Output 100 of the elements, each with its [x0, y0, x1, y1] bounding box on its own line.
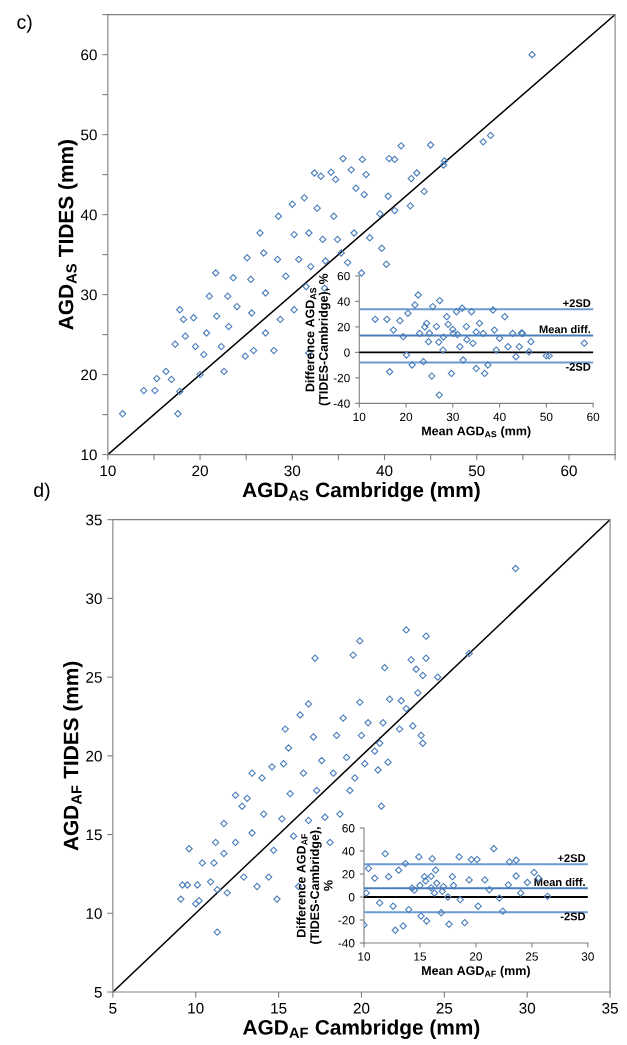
x-tick-label: 10 [100, 465, 116, 477]
x-axis-title: AGD$_{AS}$ Cambridge (mm) [242, 482, 480, 502]
y-tick-label: 20 [81, 369, 97, 381]
point [433, 879, 441, 887]
point [512, 872, 520, 880]
y-tick-label: 35 [86, 514, 102, 526]
point [543, 892, 552, 901]
x-tick-label: 50 [540, 412, 553, 422]
x-tick-label: 20 [192, 465, 208, 477]
y-axis-title: Difference AGD$_{AS}$ (TIDES-Cambridge), % [305, 273, 331, 406]
point [384, 872, 393, 881]
ref-line-label: -2SD [560, 912, 586, 921]
x-tick-label: 10 [188, 1002, 204, 1014]
y-tick-label: 10 [86, 908, 102, 919]
point [512, 856, 520, 864]
y-tick-label: 20 [86, 750, 102, 762]
point [389, 902, 397, 910]
y-tick-label: -40 [338, 939, 355, 948]
y-tick-label: 25 [86, 671, 102, 683]
y-tick-label: -40 [333, 399, 350, 408]
y-tick-label: 30 [81, 289, 97, 301]
ref-line-label: Mean diff. [534, 877, 585, 887]
point [473, 855, 481, 864]
point [430, 889, 439, 897]
point [505, 858, 514, 866]
x-tick-label: 60 [587, 412, 600, 422]
point [422, 917, 431, 925]
x-tick-label: 30 [519, 1002, 536, 1014]
x-axis-title: Mean AGD$_{AF}$ (mm) [422, 965, 530, 978]
point [495, 894, 504, 902]
y-tick-label: 0 [344, 348, 350, 357]
point [375, 899, 384, 907]
x-axis-title: AGD$_{AF}$ Cambridge (mm) [243, 1019, 480, 1039]
y-tick-label: 60 [81, 49, 97, 61]
point [371, 874, 379, 882]
x-tick-label: 30 [284, 465, 301, 477]
point [363, 889, 370, 897]
y-tick-label: -20 [338, 916, 355, 925]
point [391, 926, 400, 934]
y-axis-title: AGD$_{AF}$ TIDES (mm) [63, 661, 83, 851]
x-tick-label: 50 [468, 465, 485, 477]
x-tick-label: 40 [376, 465, 393, 477]
x-tick-label: 20 [353, 1002, 370, 1014]
y-tick-label: 30 [86, 593, 102, 605]
point [516, 889, 525, 897]
point [427, 872, 435, 881]
x-tick-label: 15 [271, 1003, 287, 1014]
chart-title: d) [34, 482, 50, 501]
point [405, 905, 413, 914]
y-tick-label: 15 [86, 829, 102, 841]
ref-line-label: +2SD [563, 299, 591, 308]
y-tick-label: 50 [81, 129, 97, 141]
ref-line-label: +2SD [557, 854, 586, 863]
ref-line-label: -2SD [565, 362, 591, 371]
point [415, 853, 423, 861]
y-axis-title: AGD$_{AS}$ TIDES (mm) [58, 140, 78, 330]
x-tick-label: 35 [602, 1002, 618, 1014]
point [456, 895, 464, 904]
y-tick-label: 40 [342, 847, 355, 856]
y-tick-label: 0 [348, 893, 355, 902]
x-tick-label: 20 [469, 952, 482, 961]
point [438, 887, 447, 895]
point [431, 866, 440, 874]
point [485, 886, 494, 894]
y-tick-label: 60 [342, 824, 355, 833]
x-tick-label: 30 [581, 952, 594, 961]
point [416, 881, 424, 890]
point [523, 878, 532, 887]
x-tick-label: 10 [358, 952, 371, 961]
x-tick-label: 20 [400, 412, 413, 422]
point [490, 845, 498, 853]
x-tick-label: 30 [446, 412, 459, 422]
y-tick-label: -20 [333, 373, 350, 383]
point [437, 909, 445, 917]
y-tick-label: 40 [80, 209, 97, 221]
point [421, 877, 430, 885]
x-tick-label: 25 [525, 952, 538, 961]
x-tick-label: 40 [493, 412, 506, 422]
chart-title: c) [17, 14, 32, 33]
point [445, 920, 453, 928]
point [394, 866, 403, 874]
point [530, 868, 538, 877]
point [428, 854, 436, 863]
y-tick-label: 20 [342, 870, 355, 879]
y-tick-label: 10 [81, 449, 97, 461]
x-axis-title: Mean AGD$_{AS}$ (mm) [422, 426, 531, 438]
y-tick-label: 40 [337, 297, 350, 306]
x-tick-label: 10 [353, 412, 366, 422]
point [381, 849, 389, 858]
y-tick-label: 5 [94, 987, 102, 998]
y-tick-label: 60 [337, 271, 350, 281]
y-tick-label: 20 [337, 322, 350, 332]
point [474, 902, 482, 910]
point [499, 907, 507, 915]
x-tick-label: 60 [561, 465, 577, 477]
y-axis-title: Difference AGD$_{AF}$ (TIDES-Cambridge), % [296, 827, 333, 944]
x-tick-label: 15 [414, 952, 426, 961]
point [504, 881, 513, 889]
ref-line-label: Mean diff. [539, 325, 591, 334]
x-tick-label: 5 [109, 1003, 117, 1014]
